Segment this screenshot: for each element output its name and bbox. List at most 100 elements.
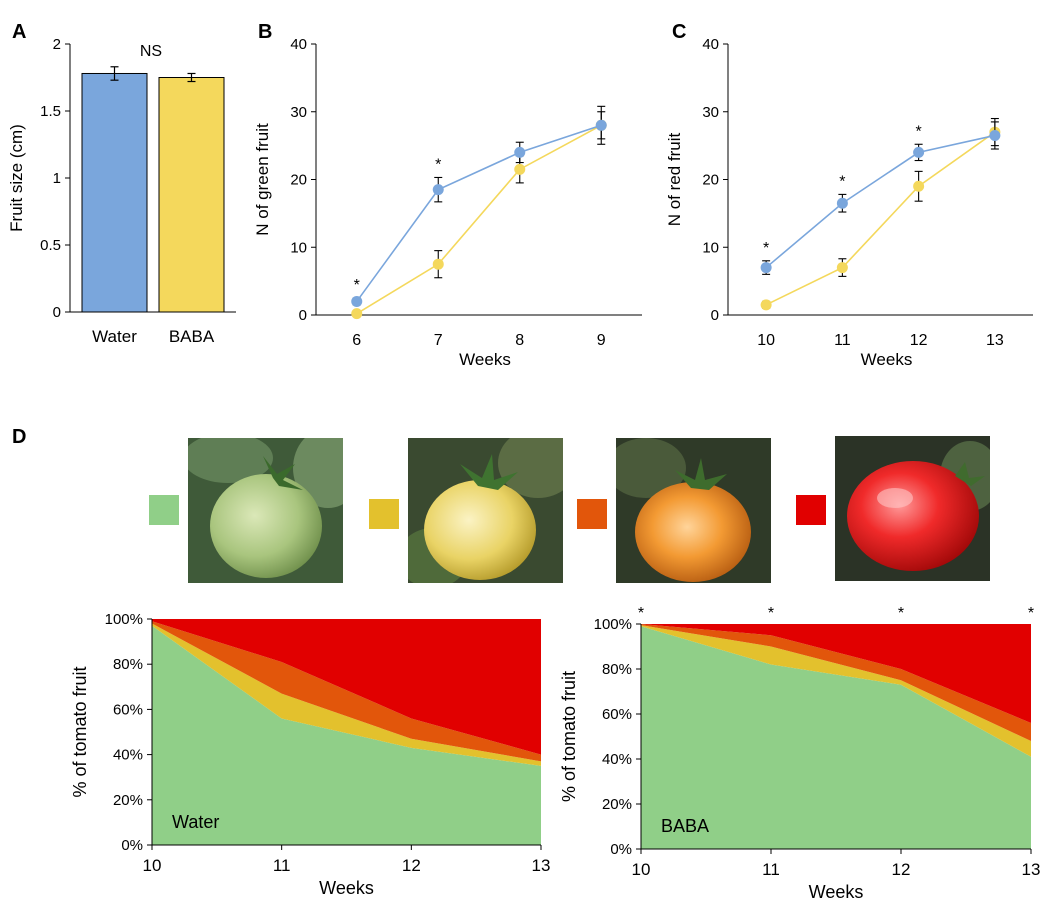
y-axis-label: Fruit size (cm) — [7, 124, 26, 232]
data-point-baba — [836, 262, 848, 274]
y-axis-label: % of tomato fruit — [559, 671, 579, 802]
y-tick-label: 40% — [602, 751, 632, 768]
y-tick-label: 60% — [602, 706, 632, 723]
y-tick-label: 1.5 — [40, 103, 61, 120]
data-point-water — [760, 262, 772, 274]
x-axis-label: Weeks — [861, 350, 913, 369]
inset-label: Water — [172, 812, 219, 832]
y-axis-label: % of tomato fruit — [70, 666, 90, 797]
data-point-baba — [432, 258, 444, 270]
series-line-baba — [356, 124, 602, 315]
significance-marker: * — [916, 123, 922, 140]
area-red — [641, 624, 1031, 723]
significance-marker: * — [354, 277, 360, 294]
ns-annotation: NS — [140, 43, 162, 60]
area-orange — [152, 621, 541, 762]
data-point-water — [836, 197, 848, 209]
panel-label-b: B — [258, 21, 272, 43]
legend-swatch-orange — [577, 499, 607, 529]
significance-marker: * — [768, 605, 774, 622]
y-tick-label: 40 — [290, 36, 307, 53]
red-fruit-line-chart: 0 10 20 30 40 N of red fruit 10 11 12 13 Weeks * * * — [665, 36, 1033, 369]
category-label: Water — [92, 327, 137, 346]
y-tick-label: 100% — [105, 611, 143, 628]
y-tick-label: 60% — [113, 701, 143, 718]
x-axis-label: Weeks — [459, 350, 511, 369]
green-tomato-photo — [188, 438, 343, 583]
legend-swatch-yellow — [369, 499, 399, 529]
data-point-baba — [760, 299, 772, 311]
x-axis-label: Weeks — [809, 882, 864, 899]
series-line-water — [356, 124, 602, 302]
x-tick-label: 10 — [143, 856, 162, 875]
y-tick-label: 0% — [121, 837, 143, 854]
significance-marker: * — [839, 173, 845, 190]
y-tick-label: 10 — [702, 239, 719, 256]
x-tick-label: 10 — [632, 860, 651, 879]
y-tick-label: 20% — [113, 792, 143, 809]
significance-marker: * — [763, 240, 769, 257]
area-red — [152, 619, 541, 755]
x-tick-label: 11 — [762, 860, 780, 879]
significance-marker: * — [898, 605, 904, 622]
data-point-water — [989, 129, 1001, 141]
y-tick-label: 30 — [702, 104, 719, 121]
x-tick-label: 13 — [532, 856, 551, 875]
panel-label-a: A — [12, 21, 26, 43]
legend-swatch-green — [149, 495, 179, 525]
data-point-baba — [514, 163, 526, 175]
x-tick-label: 11 — [834, 332, 851, 349]
y-tick-label: 0% — [610, 841, 632, 858]
x-tick-label: 11 — [273, 856, 291, 875]
x-tick-label: 13 — [986, 332, 1004, 349]
y-axis-label: N of green fruit — [253, 123, 272, 236]
y-tick-label: 30 — [290, 104, 307, 121]
y-tick-label: 0.5 — [40, 237, 61, 254]
significance-marker: * — [638, 605, 644, 622]
red-tomato-photo — [835, 436, 990, 581]
series-line-water — [765, 134, 996, 269]
orange-tomato-photo — [616, 438, 771, 583]
y-tick-label: 0 — [53, 304, 61, 321]
y-tick-label: 20 — [702, 172, 719, 189]
data-point-water — [432, 184, 444, 196]
data-point-baba — [351, 308, 363, 320]
panel-label-d: D — [12, 426, 26, 448]
significance-marker: * — [435, 156, 441, 173]
x-axis-label: Weeks — [319, 878, 374, 898]
y-tick-label: 0 — [299, 307, 307, 324]
y-tick-label: 80% — [113, 656, 143, 673]
x-tick-label: 12 — [892, 860, 911, 879]
x-tick-label: 12 — [910, 332, 928, 349]
baba-ripening-area-chart: 0% 20% 40% 60% 80% 100% 10 11 12 13 Weeks % of toma… — [559, 605, 1040, 899]
green-fruit-line-chart: 0 10 20 30 40 N of green fruit 6 7 8 9 Weeks * * — [253, 36, 642, 369]
y-tick-label: 40% — [113, 747, 143, 764]
bar-water — [81, 72, 148, 313]
panel-label-c: C — [672, 21, 686, 43]
data-point-water — [514, 146, 526, 158]
yellow-tomato-photo — [408, 438, 563, 583]
y-tick-label: 1 — [53, 170, 61, 187]
series-line-baba — [765, 131, 996, 306]
y-tick-label: 100% — [594, 616, 632, 633]
y-axis-label: N of red fruit — [665, 132, 684, 226]
y-tick-label: 10 — [290, 239, 307, 256]
y-tick-label: 0 — [711, 307, 719, 324]
x-tick-label: 10 — [757, 332, 775, 349]
x-tick-label: 6 — [352, 332, 361, 349]
x-tick-label: 8 — [515, 332, 524, 349]
data-point-water — [913, 146, 925, 158]
inset-label: BABA — [661, 816, 709, 836]
x-tick-label: 13 — [1022, 860, 1041, 879]
y-tick-label: 40 — [702, 36, 719, 53]
y-tick-label: 80% — [602, 661, 632, 678]
data-point-water — [351, 295, 363, 307]
legend-swatch-red — [796, 495, 826, 525]
category-label: BABA — [169, 327, 215, 346]
data-point-water — [595, 119, 607, 131]
y-tick-label: 2 — [53, 36, 61, 53]
bar-baba — [158, 77, 225, 313]
y-tick-label: 20 — [290, 172, 307, 189]
area-green — [152, 625, 541, 845]
